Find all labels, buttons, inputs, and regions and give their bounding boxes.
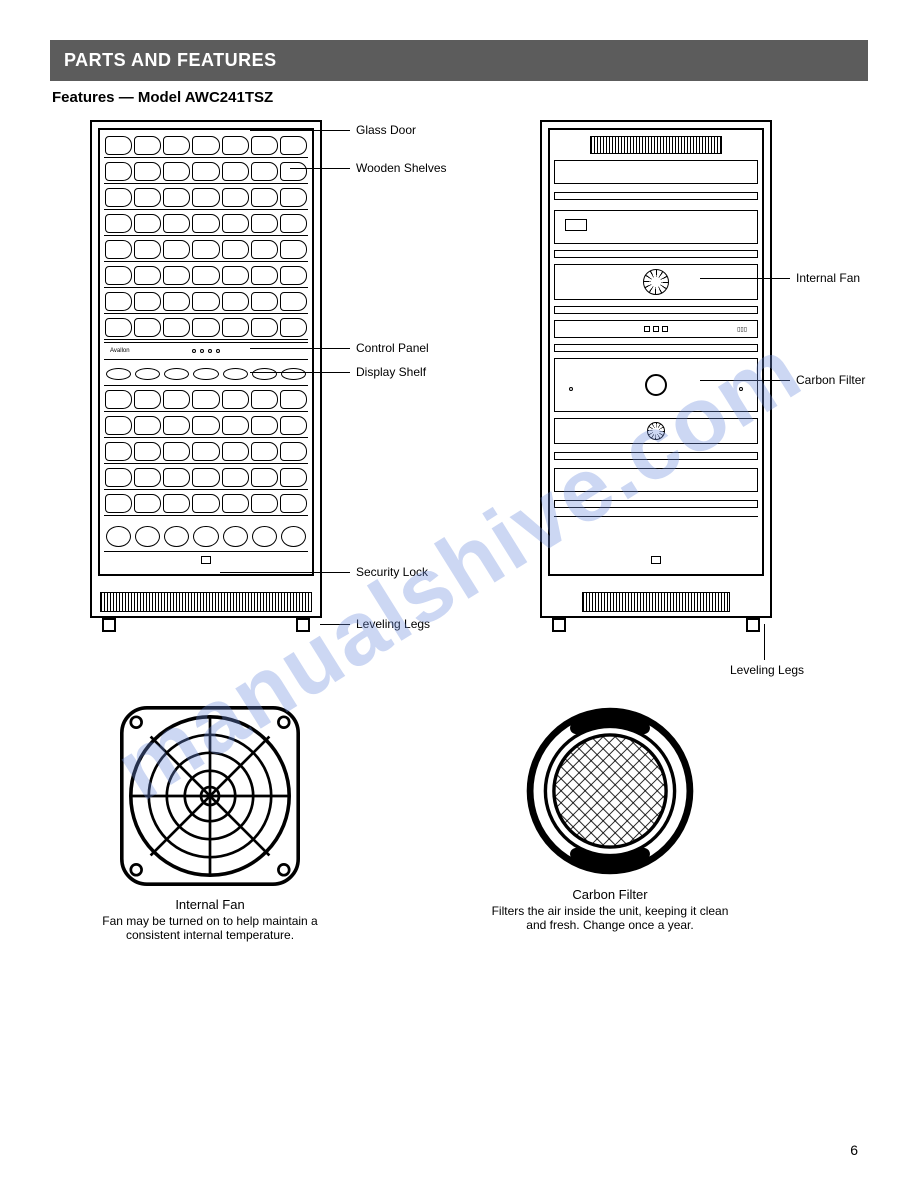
shelf-row (104, 264, 308, 288)
section-title-bar: PARTS AND FEATURES (50, 40, 868, 81)
leader-line (764, 624, 765, 660)
shelf-row (104, 290, 308, 314)
shelf-row (104, 212, 308, 236)
carbon-panel (554, 358, 758, 412)
label-control-panel: Control Panel (356, 341, 429, 355)
figures-row: Internal Fan Fan may be turned on to hel… (50, 706, 868, 942)
lock-icon (651, 556, 661, 564)
control-panel-strip: Avallon (104, 342, 308, 360)
interior-shelf (554, 500, 758, 508)
fan-figure-title: Internal Fan (80, 897, 340, 912)
carbon-figure-title: Carbon Filter (480, 887, 740, 902)
internal-fan-figure: Internal Fan Fan may be turned on to hel… (80, 706, 340, 942)
leader-line (700, 380, 790, 381)
shelf-row (104, 440, 308, 464)
shelf-row (104, 316, 308, 340)
fan-figure-note: Fan may be turned on to help maintain a … (80, 914, 340, 942)
brand-text: Avallon (110, 348, 130, 354)
interior-shelf (554, 344, 758, 352)
front-view: Avallon (90, 120, 322, 618)
bottom-bottle-row (104, 522, 308, 552)
interior-shelf (554, 468, 758, 492)
fan-panel-2 (554, 418, 758, 444)
label-security-lock: Security Lock (356, 565, 428, 579)
fan-big-icon (120, 706, 300, 886)
leader-line (250, 130, 350, 131)
interior-frame: ▯▯▯ (548, 128, 764, 576)
leader-line (220, 572, 350, 573)
front-legs (92, 618, 320, 632)
interior-shelf (554, 160, 758, 184)
label-internal-fan: Internal Fan (796, 271, 860, 285)
shelf-row (104, 238, 308, 262)
interior-panel (554, 210, 758, 244)
interior-shelf (554, 516, 758, 540)
carbon-big-icon (525, 706, 695, 876)
label-glass-door: Glass Door (356, 123, 416, 137)
shelf-row (104, 388, 308, 412)
section-subtitle: Features — Model AWC241TSZ (52, 89, 866, 106)
leader-line (250, 348, 350, 349)
top-grill (590, 136, 722, 154)
interior-shelf (554, 250, 758, 258)
lock-icon (201, 556, 211, 564)
diagram-area: Avallon (50, 120, 868, 680)
door-frame: Avallon (98, 128, 314, 576)
label-wooden-shelves: Wooden Shelves (356, 161, 447, 175)
shelf-row (104, 414, 308, 438)
carbon-figure-note: Filters the air inside the unit, keeping… (480, 904, 740, 932)
interior-legs (542, 618, 770, 632)
shelf-row (104, 160, 308, 184)
internal-fan-icon (647, 422, 665, 440)
internal-fan-icon (643, 269, 669, 295)
label-carbon-filter: Carbon Filter (796, 373, 865, 387)
carbon-filter-figure: Carbon Filter Filters the air inside the… (480, 706, 740, 942)
leader-line (250, 372, 350, 373)
interior-shelf (554, 306, 758, 314)
carbon-filter-icon (645, 374, 667, 396)
interior-shelf (554, 192, 758, 200)
shelf-row (104, 134, 308, 158)
leader-line (290, 168, 350, 169)
interior-view: ▯▯▯ (540, 120, 772, 618)
label-leveling-legs-2: Leveling Legs (730, 663, 804, 677)
fan-panel (554, 264, 758, 300)
label-display-shelf: Display Shelf (356, 365, 426, 379)
leader-line (320, 624, 350, 625)
page-number: 6 (850, 1142, 858, 1158)
shelf-row (104, 492, 308, 516)
front-vent (100, 592, 312, 612)
leader-line (700, 278, 790, 279)
shelf-row (104, 186, 308, 210)
label-leveling-legs: Leveling Legs (356, 617, 430, 631)
interior-shelf (554, 452, 758, 460)
interior-control-strip: ▯▯▯ (554, 320, 758, 338)
display-shelf-row (104, 362, 308, 386)
shelf-row (104, 466, 308, 490)
interior-vent (582, 592, 730, 612)
